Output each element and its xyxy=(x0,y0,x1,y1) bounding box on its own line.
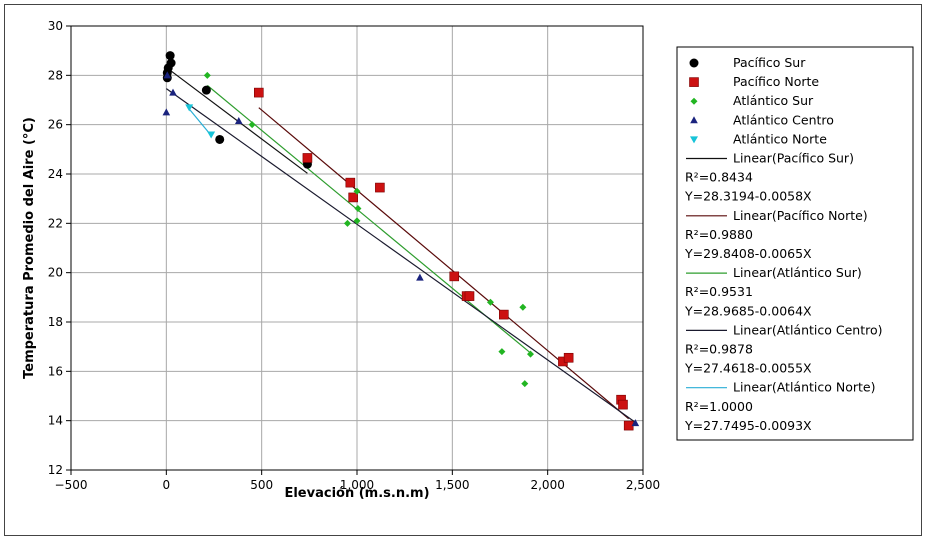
data-point xyxy=(169,88,177,96)
x-tick-label: 500 xyxy=(250,478,273,492)
data-point xyxy=(375,182,385,193)
legend-label: Pacífico Norte xyxy=(733,74,819,89)
y-tick-label: 16 xyxy=(48,364,63,378)
data-point xyxy=(162,108,171,116)
trendlines xyxy=(165,66,636,423)
data-point xyxy=(203,71,211,79)
y-tick-label: 20 xyxy=(48,266,63,280)
data-point xyxy=(348,192,358,203)
y-tick-label: 26 xyxy=(48,118,63,132)
legend-r2: R²=1.0000 xyxy=(685,399,753,414)
data-point xyxy=(248,121,256,129)
legend-equation: Y=28.3194-0.0058X xyxy=(684,189,812,204)
legend-equation: Y=27.7495-0.0093X xyxy=(684,418,812,433)
trendline xyxy=(188,108,212,136)
x-tick-label: 0 xyxy=(163,478,171,492)
legend-label: Atlántico Sur xyxy=(733,93,814,108)
legend-marker xyxy=(690,116,698,124)
legend-r2: R²=0.9531 xyxy=(685,284,753,299)
data-point xyxy=(498,348,506,356)
data-point xyxy=(353,187,361,195)
data-point xyxy=(207,131,216,139)
data-point xyxy=(416,273,424,281)
legend-label: Linear(Atlántico Norte) xyxy=(733,380,876,395)
legend-box xyxy=(676,46,914,441)
data-point xyxy=(254,87,264,98)
grid-lines xyxy=(70,25,644,471)
data-point xyxy=(631,419,640,427)
data-point xyxy=(234,116,243,124)
legend-marker xyxy=(690,136,698,144)
trendline xyxy=(206,84,531,354)
data-point xyxy=(354,205,362,213)
data-point xyxy=(163,71,172,79)
data-point xyxy=(521,380,529,388)
y-tick-label: 22 xyxy=(48,216,63,230)
data-point xyxy=(353,217,361,225)
data-point xyxy=(527,350,535,358)
axis-ticks: −500 0 500 1,000 1,500 2,000 2,500 12 14 16 18 20 22… xyxy=(48,19,660,492)
legend-r2: R²=0.9878 xyxy=(685,342,753,357)
y-axis-title: Temperatura Promedio del Aire (°C) xyxy=(22,117,37,379)
data-point xyxy=(345,177,356,188)
data-point xyxy=(464,291,475,301)
legend-marker xyxy=(689,58,699,68)
legend-equation: Y=27.4618-0.0055X xyxy=(684,361,812,376)
data-point xyxy=(215,134,225,144)
x-tick-label: 1,500 xyxy=(435,478,469,492)
data-point xyxy=(499,309,509,320)
trendline xyxy=(165,88,636,423)
legend-r2: R²=0.9880 xyxy=(685,227,753,242)
x-tick-label: 2,500 xyxy=(626,478,660,492)
legend: Pacífico Sur Pacífico Norte Atlántico Sur A… xyxy=(676,46,914,441)
legend-label: Pacífico Sur xyxy=(733,55,806,70)
legend-label: Atlántico Norte xyxy=(733,131,827,146)
data-point xyxy=(201,85,211,95)
legend-label: Linear(Pacífico Sur) xyxy=(733,151,854,166)
data-point xyxy=(449,271,460,282)
y-tick-label: 18 xyxy=(48,315,63,329)
data-point xyxy=(563,352,574,363)
legend-marker xyxy=(689,77,699,87)
legend-equation: Y=29.8408-0.0065X xyxy=(684,246,812,261)
data-point xyxy=(165,51,175,61)
legend-label: Linear(Atlántico Centro) xyxy=(733,322,883,337)
x-tick-label: 2,000 xyxy=(530,478,564,492)
data-points xyxy=(162,51,640,431)
legend-r2: R²=0.8434 xyxy=(685,170,753,185)
data-point xyxy=(618,399,628,410)
x-axis-title: Elevación (m.s.n.m) xyxy=(284,486,429,501)
data-point xyxy=(185,104,194,112)
x-tick-label: −500 xyxy=(55,478,88,492)
data-point xyxy=(486,298,494,306)
data-point xyxy=(302,153,313,163)
legend-marker xyxy=(690,97,698,105)
y-tick-label: 14 xyxy=(48,414,63,428)
data-point xyxy=(343,219,351,227)
data-point xyxy=(623,420,634,431)
data-point xyxy=(519,303,527,311)
legend-label: Atlántico Centro xyxy=(733,112,834,127)
y-tick-label: 12 xyxy=(48,463,63,477)
y-tick-label: 30 xyxy=(48,19,63,33)
legend-equation: Y=28.9685-0.0064X xyxy=(684,303,812,318)
legend-label: Linear(Atlántico Sur) xyxy=(733,265,862,280)
trendline xyxy=(165,66,308,174)
y-tick-label: 24 xyxy=(48,167,63,181)
legend-label: Linear(Pacífico Norte) xyxy=(733,208,868,223)
y-tick-label: 28 xyxy=(48,68,63,82)
trendline xyxy=(258,107,630,420)
x-tick-label: 1,000 xyxy=(340,478,374,492)
